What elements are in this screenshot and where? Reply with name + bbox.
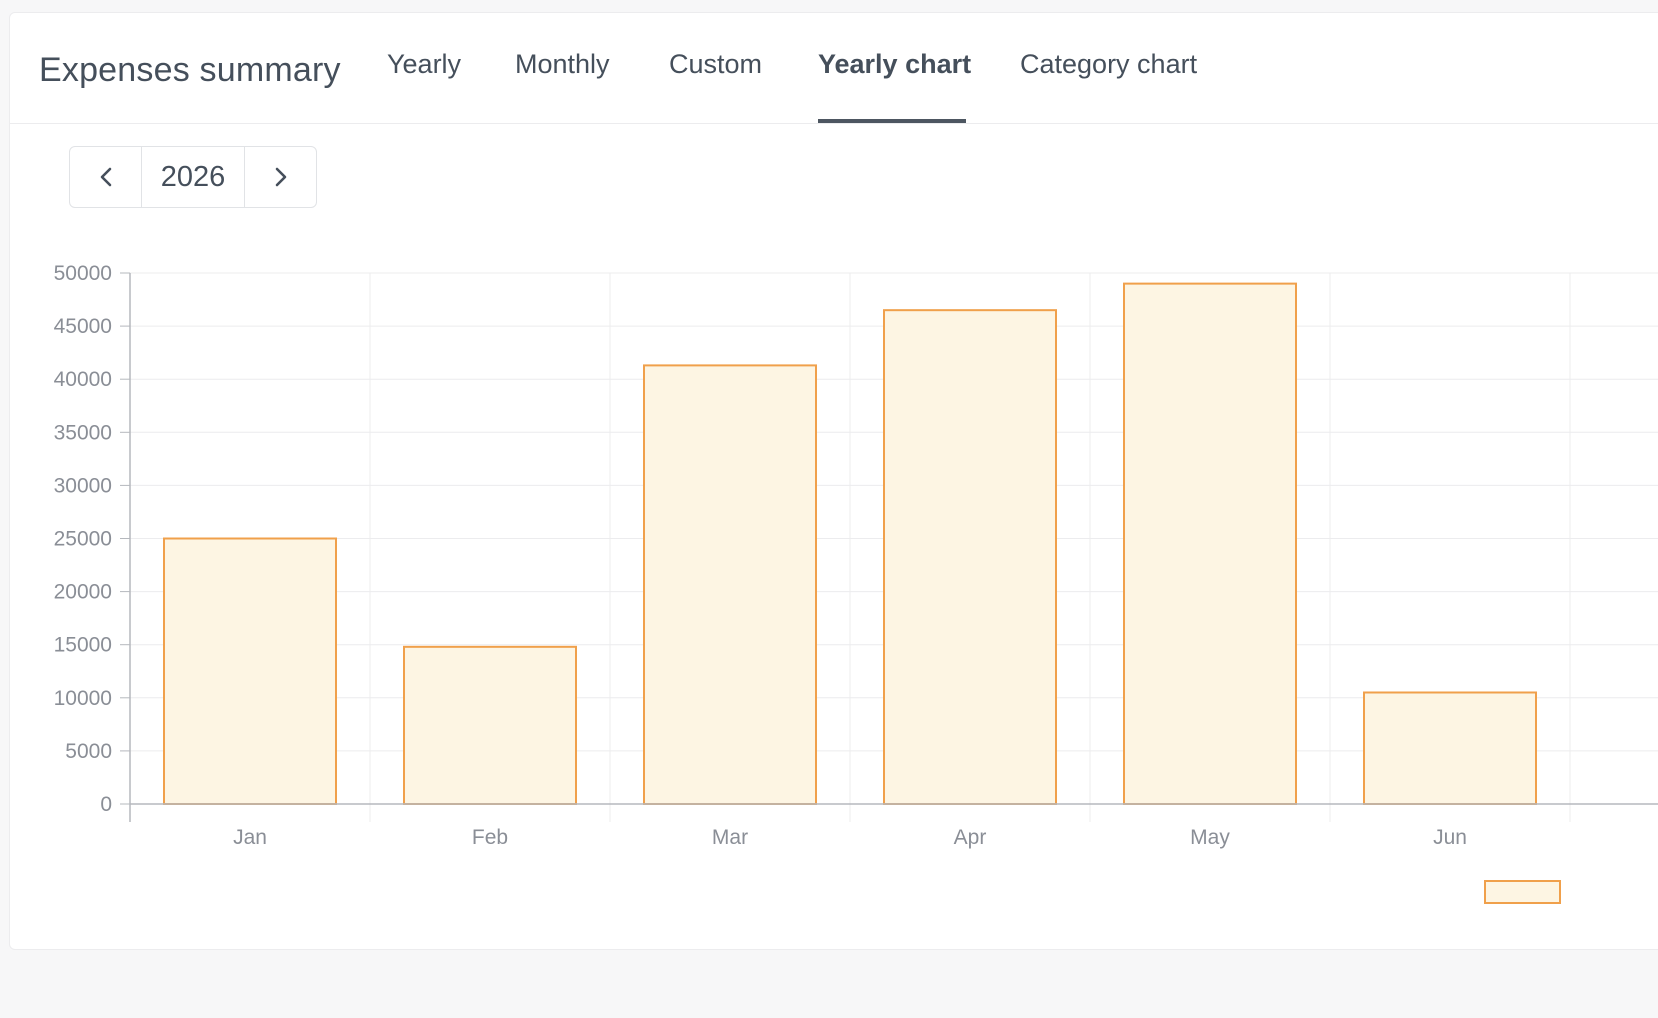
x-tick-label: Mar <box>712 826 748 849</box>
x-tick-label: May <box>1190 826 1230 849</box>
next-year-button[interactable] <box>244 147 316 207</box>
previous-year-button[interactable] <box>70 147 142 207</box>
page-title: Expenses summary <box>39 51 341 89</box>
y-tick-label: 10000 <box>54 687 112 710</box>
y-tick-label: 15000 <box>54 634 112 657</box>
x-tick-label: Apr <box>954 826 987 849</box>
tab-yearly-chart[interactable]: Yearly chart <box>818 49 971 123</box>
bar-jun <box>1363 691 1537 805</box>
x-tick-label: Jun <box>1433 826 1467 849</box>
chevron-left-icon <box>100 167 111 187</box>
tab-custom[interactable]: Custom <box>669 49 763 79</box>
bar-apr <box>883 309 1057 805</box>
bar-jan <box>163 537 337 805</box>
bar-may <box>1123 282 1297 805</box>
y-tick-label: 25000 <box>54 528 112 551</box>
tab-yearly[interactable]: Yearly <box>387 49 462 79</box>
y-tick-label: 20000 <box>54 581 112 604</box>
y-tick-label: 40000 <box>54 368 112 391</box>
chevron-right-icon <box>275 167 286 187</box>
bar-feb <box>403 645 577 805</box>
y-tick-label: 35000 <box>54 421 112 444</box>
legend-swatch <box>1484 880 1561 904</box>
bar-mar <box>643 364 817 805</box>
card-header: Expenses summary Yearly Monthly Custom Y… <box>10 13 1658 124</box>
year-selector: 2026 <box>69 146 317 208</box>
y-tick-label: 45000 <box>54 315 112 338</box>
y-tick-label: 30000 <box>54 474 112 497</box>
x-tick-label: Feb <box>472 826 508 849</box>
y-tick-label: 50000 <box>54 262 112 285</box>
year-value: 2026 <box>160 160 226 193</box>
x-tick-label: Jan <box>233 826 267 849</box>
y-tick-label: 0 <box>100 793 112 816</box>
tab-monthly[interactable]: Monthly <box>515 49 610 79</box>
tab-category-chart[interactable]: Category chart <box>1020 49 1198 79</box>
y-tick-label: 5000 <box>65 740 112 763</box>
